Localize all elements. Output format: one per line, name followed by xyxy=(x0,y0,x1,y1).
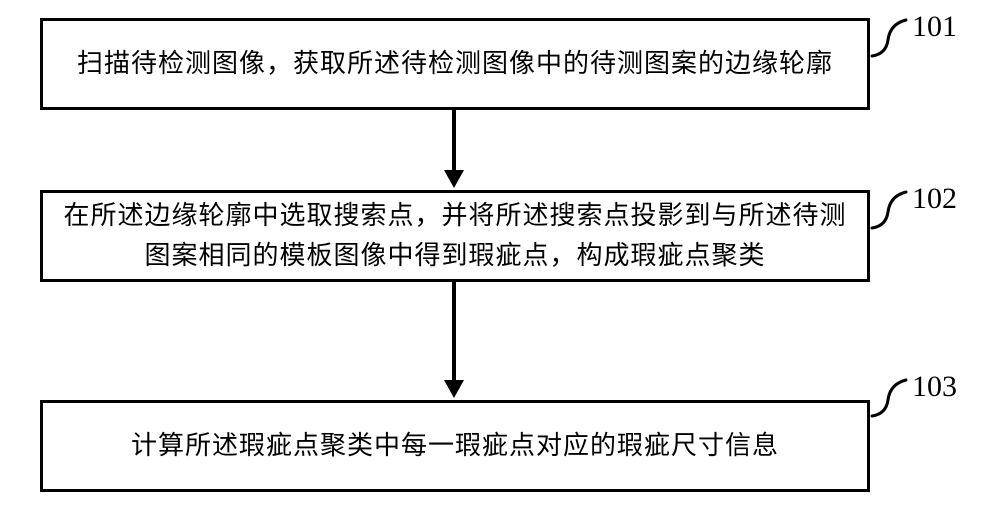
brace-3 xyxy=(870,378,908,418)
flow-step-2: 在所述边缘轮廓中选取搜索点，并将所述搜索点投影到与所述待测图案相同的模板图像中得… xyxy=(40,190,870,282)
flow-step-3: 计算所述瑕疵点聚类中每一瑕疵点对应的瑕疵尺寸信息 xyxy=(40,400,870,492)
flowchart-canvas: 扫描待检测图像，获取所述待检测图像中的待测图案的边缘轮廓 101 在所述边缘轮廓… xyxy=(0,0,1000,528)
brace-1 xyxy=(870,18,908,58)
flow-step-2-text: 在所述边缘轮廓中选取搜索点，并将所述搜索点投影到与所述待测图案相同的模板图像中得… xyxy=(43,192,867,281)
arrow-1-2-line xyxy=(452,110,456,172)
flow-step-1-text: 扫描待检测图像，获取所述待检测图像中的待测图案的边缘轮廓 xyxy=(67,40,843,88)
step-label-102: 102 xyxy=(912,182,957,216)
arrow-2-3-head xyxy=(444,380,464,398)
arrow-1-2-head xyxy=(444,170,464,188)
brace-2 xyxy=(870,190,908,230)
flow-step-1: 扫描待检测图像，获取所述待检测图像中的待测图案的边缘轮廓 xyxy=(40,18,870,110)
step-label-103: 103 xyxy=(912,370,957,404)
step-label-101: 101 xyxy=(912,10,957,44)
flow-step-3-text: 计算所述瑕疵点聚类中每一瑕疵点对应的瑕疵尺寸信息 xyxy=(121,422,789,470)
arrow-2-3-line xyxy=(452,282,456,382)
